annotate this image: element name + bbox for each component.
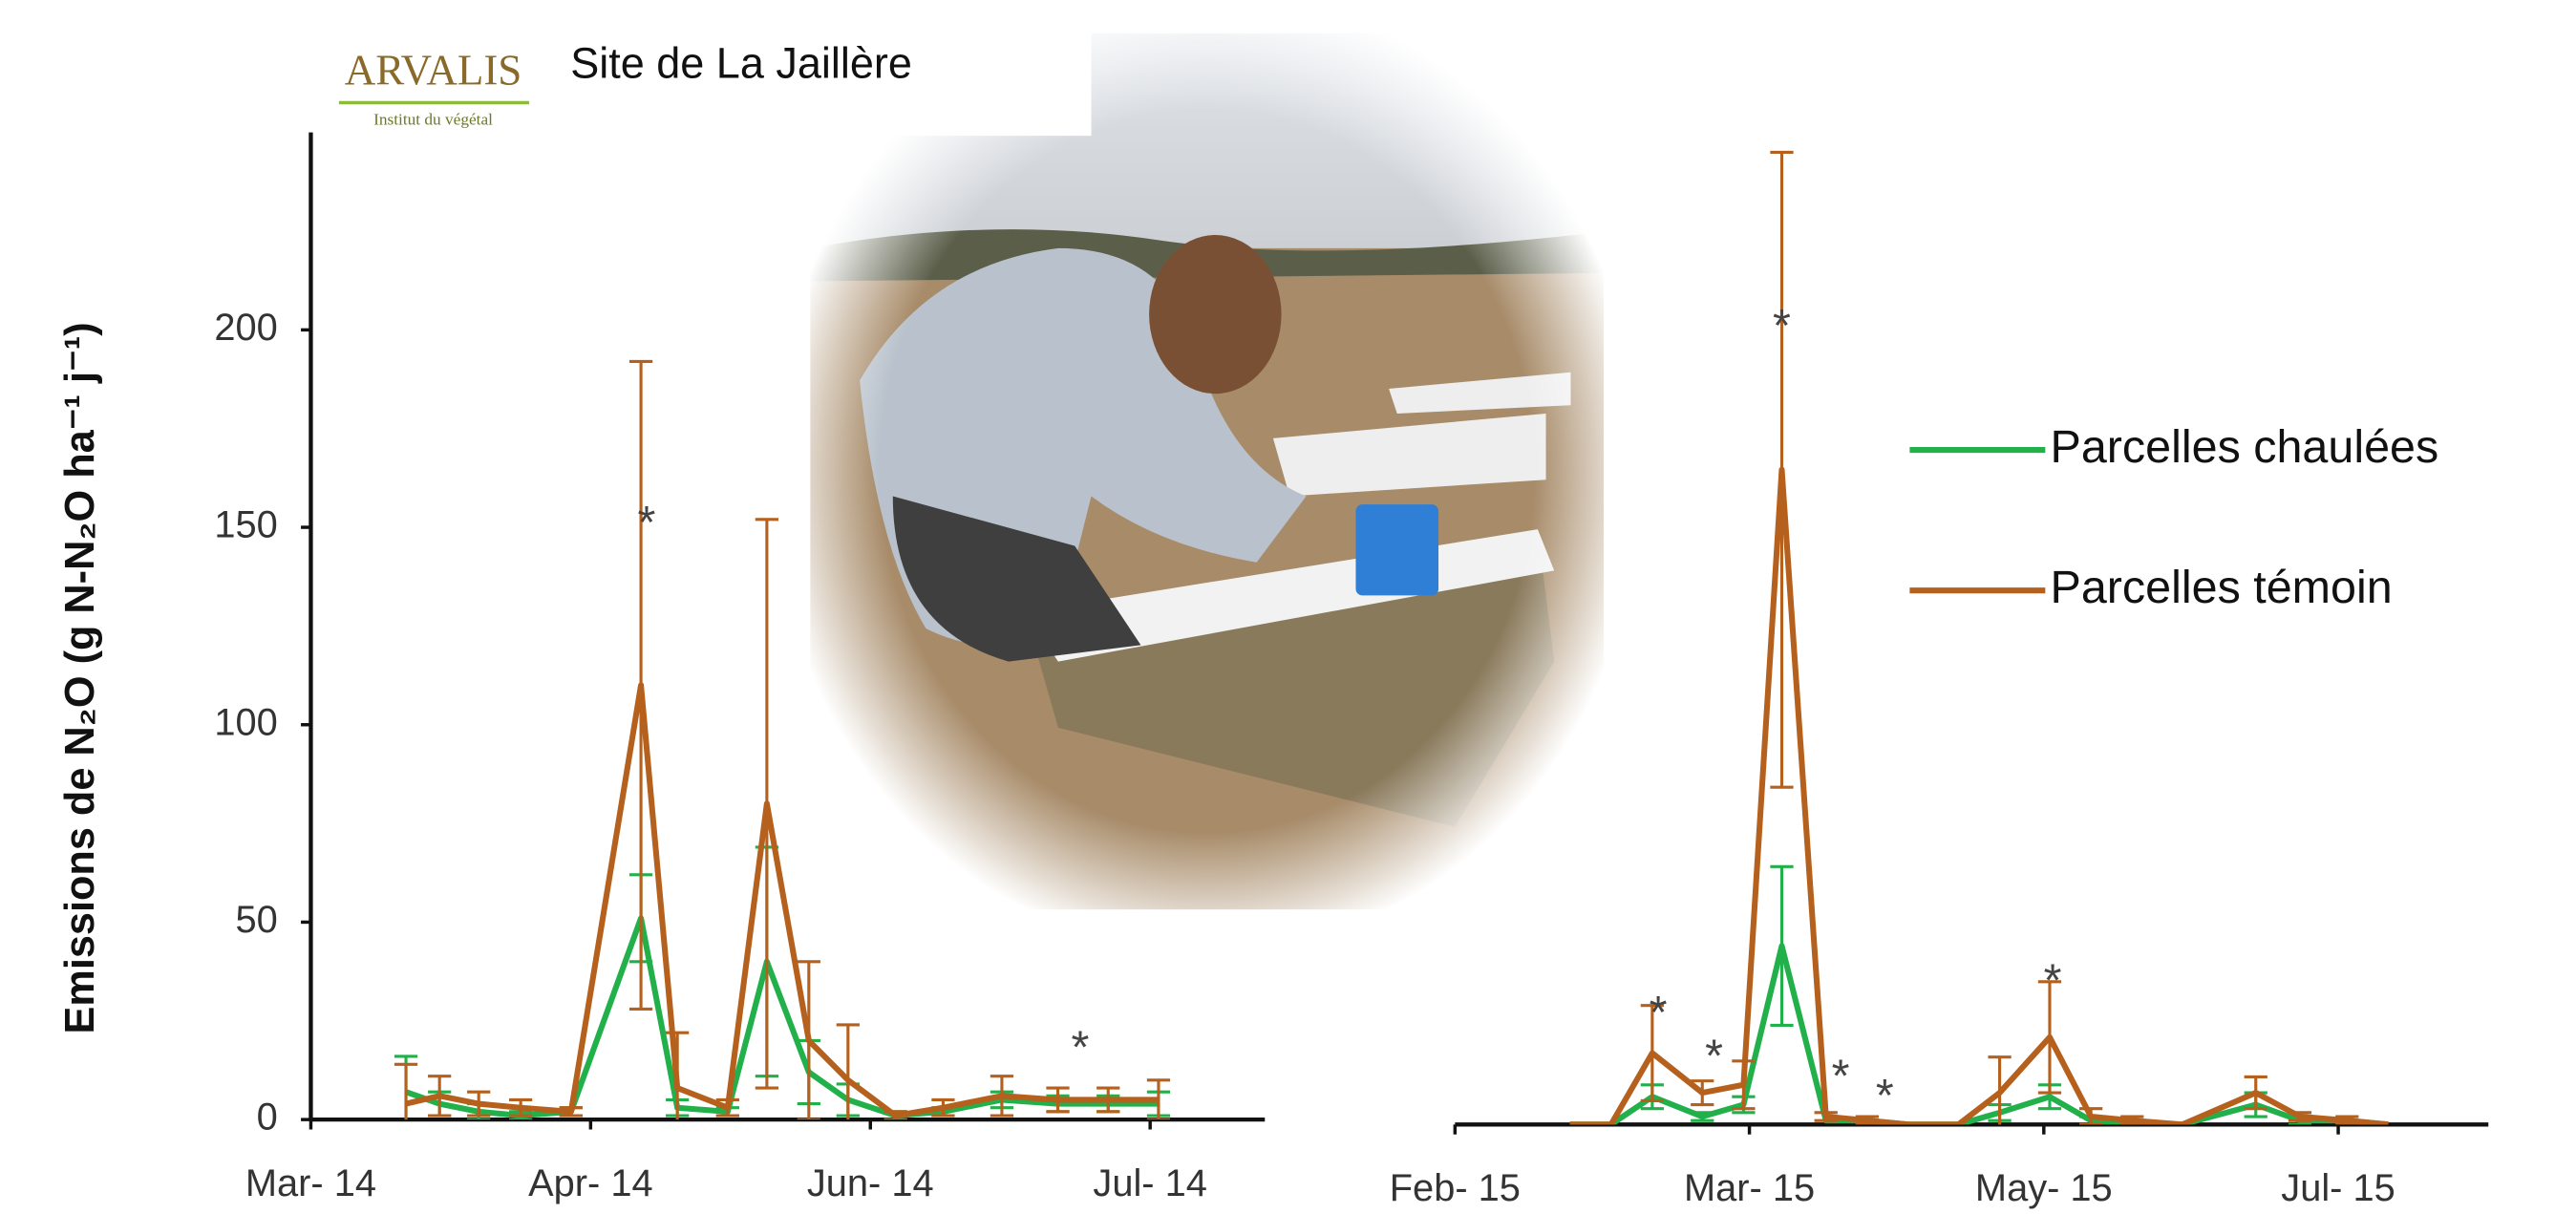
x-tick-label: Jul- 15 <box>2281 1167 2395 1209</box>
header-background <box>313 32 1092 137</box>
annotation: * <box>1650 987 1668 1038</box>
annotation: * <box>1832 1050 1850 1101</box>
series-line <box>405 915 1159 1119</box>
y-axis-label: Emissions de N₂O (g N-N₂O ha⁻¹ j⁻¹) <box>57 322 103 1033</box>
photo <box>810 32 1605 910</box>
legend-label: Parcelles chaulées <box>2051 421 2439 473</box>
y-tick-label: 0 <box>257 1097 278 1139</box>
x-tick-label: Mar- 15 <box>1684 1167 1815 1209</box>
annotation: * <box>1705 1031 1723 1082</box>
legend-label: Parcelles témoin <box>2051 562 2393 613</box>
annotation: * <box>2044 955 2062 1007</box>
annotation: * <box>638 497 656 548</box>
logo-subtitle: Institut du végétal <box>373 111 493 129</box>
error-bar <box>1146 1078 1171 1120</box>
x-tick-label: Mar- 14 <box>245 1162 376 1204</box>
y-tick-label: 150 <box>214 504 277 546</box>
x-tick-label: Jul- 14 <box>1093 1162 1206 1204</box>
y-tick-label: 50 <box>236 899 278 941</box>
x-tick-label: Apr- 14 <box>528 1162 653 1204</box>
x-tick-label: Feb- 15 <box>1390 1167 1521 1209</box>
y-tick-label: 100 <box>214 701 277 743</box>
series-line <box>405 682 1159 1119</box>
logo: ARVALIS <box>345 46 522 94</box>
annotation: * <box>1876 1070 1894 1121</box>
series <box>394 359 1171 1120</box>
x-tick-label: May- 15 <box>1975 1167 2113 1209</box>
annotation: * <box>1072 1022 1090 1074</box>
title: Site de La Jaillère <box>570 38 912 87</box>
x-tick-label: Jun- 14 <box>807 1162 934 1204</box>
series-line <box>1569 466 2389 1125</box>
series <box>1569 150 2389 1125</box>
y-tick-label: 200 <box>214 307 277 349</box>
annotation: * <box>1773 300 1791 351</box>
